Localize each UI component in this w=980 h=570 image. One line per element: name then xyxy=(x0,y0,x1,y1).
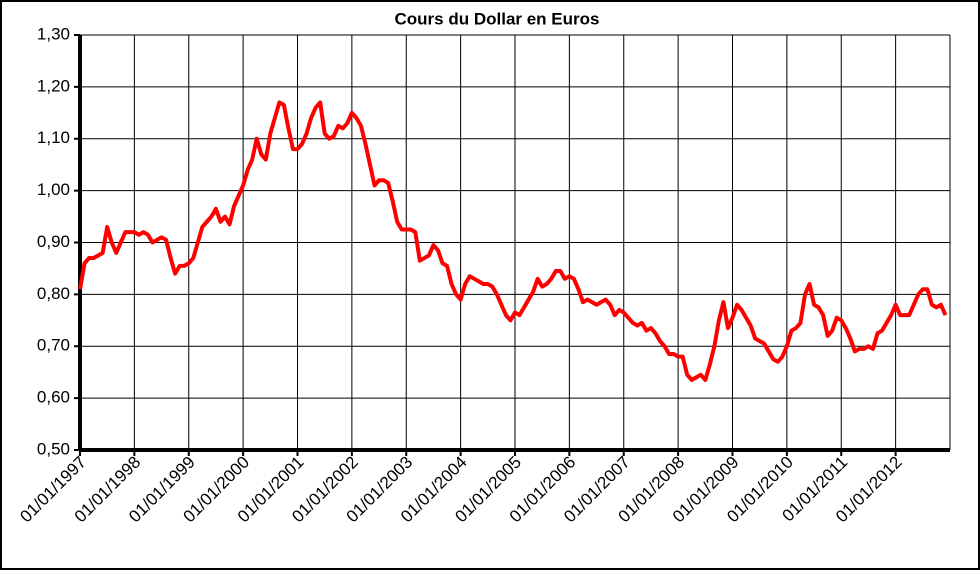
y-tick-label: 0,60 xyxy=(37,388,70,407)
y-tick-label: 0,90 xyxy=(37,232,70,251)
y-tick-label: 1,10 xyxy=(37,128,70,147)
y-tick-label: 0,80 xyxy=(37,284,70,303)
y-tick-label: 1,30 xyxy=(37,24,70,43)
chart-title: Cours du Dollar en Euros xyxy=(395,9,600,28)
y-tick-label: 0,70 xyxy=(37,336,70,355)
y-tick-label: 0,50 xyxy=(37,439,70,458)
y-tick-label: 1,00 xyxy=(37,180,70,199)
y-tick-label: 1,20 xyxy=(37,76,70,95)
data-line xyxy=(78,100,948,382)
